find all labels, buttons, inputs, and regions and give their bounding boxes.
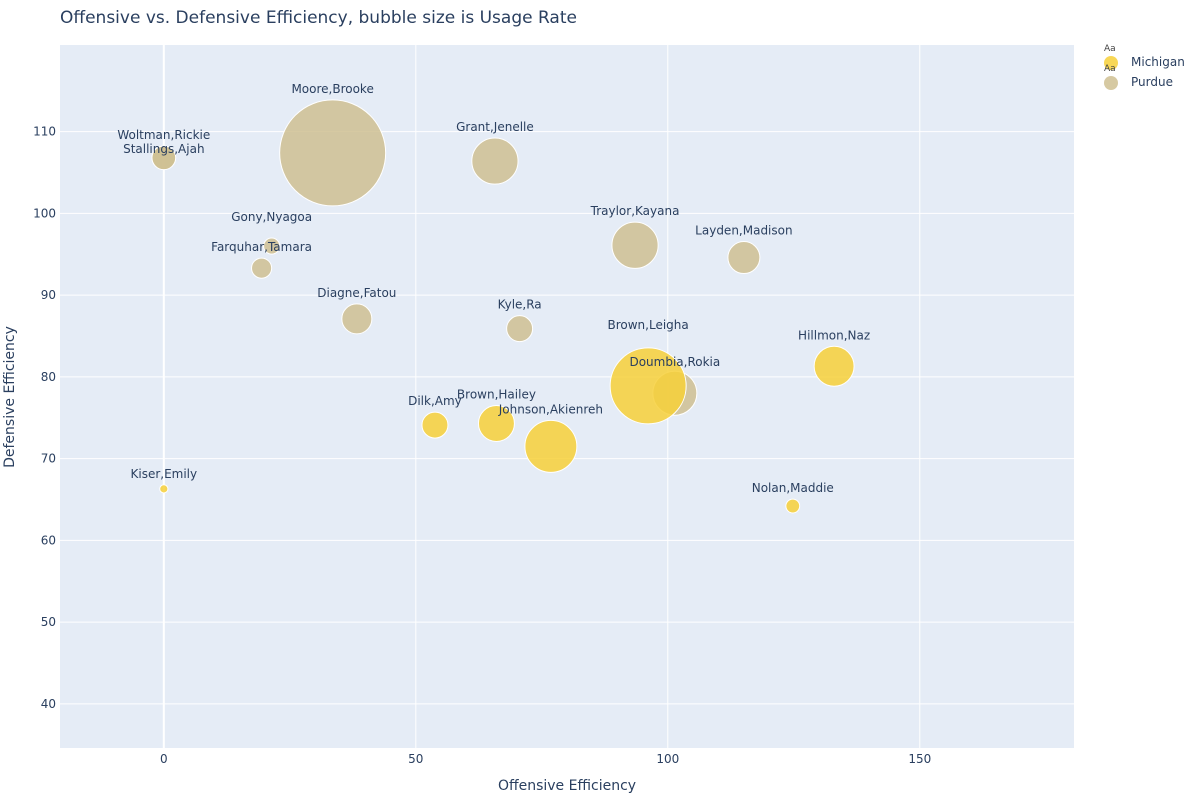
bubble-brown-hailey[interactable]	[477, 405, 515, 442]
legend-item-michigan[interactable]: Aa Michigan	[1100, 44, 1196, 70]
point-label: Hillmon,Naz	[798, 328, 870, 342]
x-tick-label: 100	[656, 752, 679, 766]
point-label: Johnson,Akienreh	[498, 402, 603, 416]
point-label: Diagne,Fatou	[317, 286, 396, 300]
point-label: Layden,Madison	[695, 224, 792, 238]
x-axis-title: Offensive Efficiency	[498, 778, 636, 794]
point-label: Kiser,Emily	[130, 467, 197, 481]
y-tick-labels: 40 50 60 70 80 90 100 110	[33, 125, 56, 711]
point-label: Kyle,Ra	[498, 298, 542, 312]
bubble-grant-jenelle[interactable]	[471, 137, 519, 185]
y-tick-label: 70	[41, 452, 56, 466]
bubble-moore-brooke[interactable]	[279, 99, 387, 207]
legend-label-purdue: Purdue	[1131, 75, 1173, 89]
bubble-layden-madison[interactable]	[727, 241, 761, 275]
bubble-kiser-emily[interactable]	[159, 484, 169, 494]
bubble-dilk-amy[interactable]	[421, 411, 449, 439]
legend-item-purdue[interactable]: Aa Purdue	[1100, 64, 1196, 90]
bubble-gony-nyagoa[interactable]	[263, 237, 281, 255]
bubble-farquhar-tamara[interactable]	[251, 257, 273, 279]
point-label: Moore,Brooke	[291, 82, 373, 96]
point-label: Grant,Jenelle	[456, 120, 534, 134]
point-label: Dilk,Amy	[408, 394, 462, 408]
y-tick-label: 50	[41, 615, 56, 629]
bubble-traylor-kayana[interactable]	[611, 221, 659, 269]
bubble-johnson-akienreh[interactable]	[524, 419, 578, 473]
y-tick-label: 110	[33, 125, 56, 139]
legend-symbol-text: Aa	[1104, 44, 1116, 54]
x-tick-label: 0	[160, 752, 168, 766]
x-tick-label: 50	[408, 752, 423, 766]
point-label: Traylor,Kayana	[590, 204, 680, 218]
y-tick-label: 40	[41, 697, 56, 711]
bubble-stallings-ajah[interactable]	[151, 145, 177, 171]
x-tick-label: 150	[908, 752, 931, 766]
point-label: Brown,Hailey	[457, 388, 536, 402]
point-label: Farquhar,Tamara	[211, 240, 312, 254]
y-tick-label: 60	[41, 533, 56, 547]
point-label: Nolan,Maddie	[752, 481, 834, 495]
x-tick-labels: 0 50 100 150	[160, 752, 931, 766]
plot-background	[60, 45, 1074, 748]
y-tick-label: 90	[41, 288, 56, 302]
bubbles	[151, 99, 855, 514]
bubble-diagne-fatou[interactable]	[341, 303, 373, 335]
legend-symbol-text: Aa	[1104, 64, 1116, 74]
point-label: Brown,Leigha	[608, 318, 689, 332]
y-tick-label: 100	[33, 206, 56, 220]
legend-marker-michigan	[1104, 56, 1118, 70]
bubble-hillmon-naz[interactable]	[813, 345, 855, 387]
legend: Aa Michigan Aa Purdue	[1100, 44, 1196, 90]
point-label: Stallings,Ajah	[123, 142, 204, 156]
y-axis-title: Defensive Efficiency	[2, 326, 18, 468]
bubble-brown-leigha[interactable]	[609, 347, 687, 425]
bubble-nolan-maddie[interactable]	[785, 498, 801, 514]
point-label: Doumbia,Rokia	[629, 355, 720, 369]
point-labels: Moore,Brooke Grant,Jenelle Woltman,RickieS…	[117, 82, 870, 495]
legend-label-michigan: Michigan	[1131, 55, 1185, 69]
bubble-kyle-ra[interactable]	[506, 315, 534, 343]
y-tick-label: 80	[41, 370, 56, 384]
point-label: Woltman,Rickie	[117, 128, 210, 142]
point-label: Gony,Nyagoa	[231, 210, 312, 224]
legend-marker-purdue	[1104, 76, 1118, 90]
chart-title: Offensive vs. Defensive Efficiency, bubb…	[60, 8, 577, 28]
